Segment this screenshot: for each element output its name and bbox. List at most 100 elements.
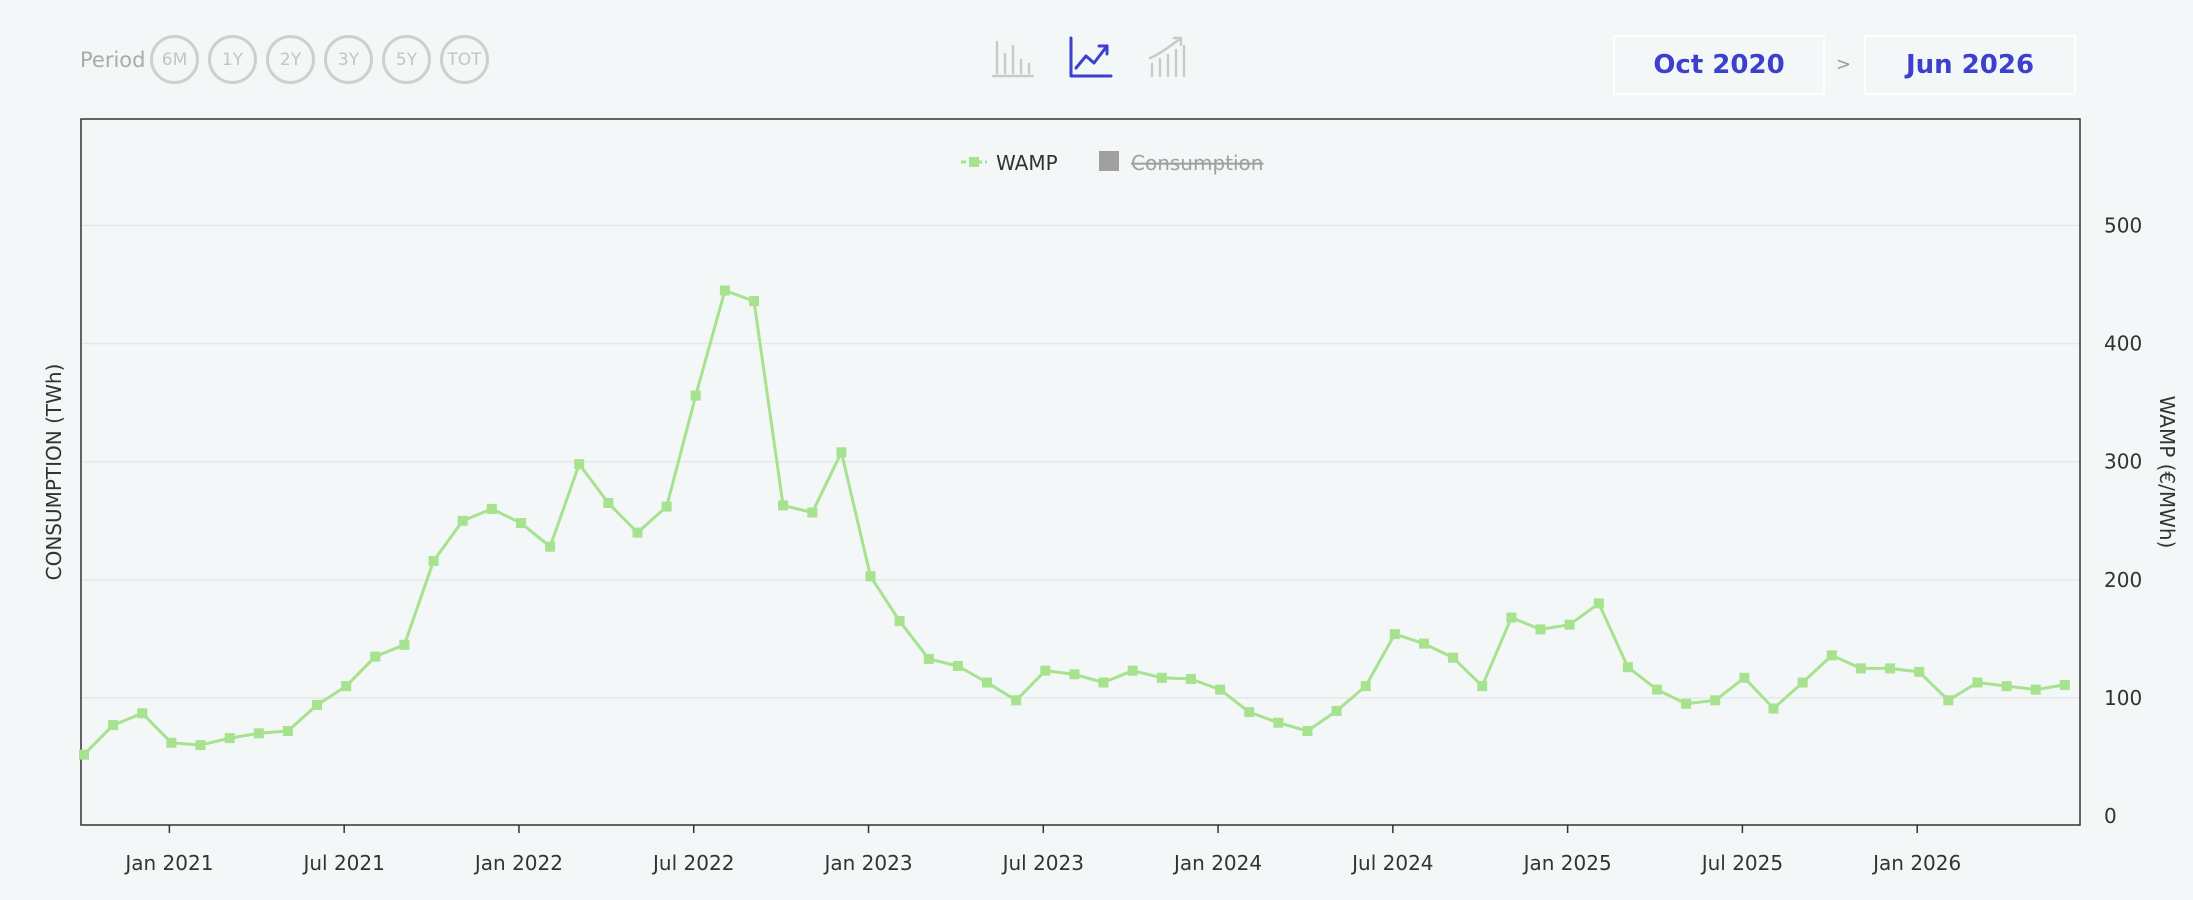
data-point[interactable] bbox=[1185, 674, 1196, 684]
trend-chart-button[interactable] bbox=[1144, 34, 1190, 80]
y-tick-label: 300 bbox=[2104, 450, 2142, 474]
data-point[interactable] bbox=[2001, 681, 2012, 692]
data-point[interactable] bbox=[224, 733, 235, 744]
data-point[interactable] bbox=[108, 720, 119, 731]
data-point[interactable] bbox=[982, 677, 992, 688]
data-point[interactable] bbox=[778, 500, 789, 511]
y-tick-label: 500 bbox=[2104, 214, 2142, 238]
data-point[interactable] bbox=[894, 616, 905, 627]
x-tick-label: Jan 2023 bbox=[822, 851, 912, 875]
trend-chart-icon bbox=[1148, 36, 1186, 78]
y-tick-label: 400 bbox=[2104, 332, 2142, 356]
data-point[interactable] bbox=[166, 737, 177, 748]
data-point[interactable] bbox=[632, 527, 643, 538]
date-range-separator: > bbox=[1836, 54, 1852, 75]
data-point[interactable] bbox=[1419, 638, 1429, 649]
data-point[interactable] bbox=[370, 651, 381, 662]
data-point[interactable] bbox=[2059, 679, 2070, 690]
data-point[interactable] bbox=[282, 726, 293, 736]
data-point[interactable] bbox=[1389, 629, 1400, 640]
y-tick-label: 0 bbox=[2104, 804, 2117, 828]
data-point[interactable] bbox=[1215, 684, 1226, 695]
period-tot-button[interactable]: TOT bbox=[440, 35, 489, 84]
data-point[interactable] bbox=[1972, 677, 1983, 688]
data-point[interactable] bbox=[2030, 684, 2041, 695]
data-point[interactable] bbox=[1477, 681, 1488, 692]
x-axis-ticks: Jan 2021 Jul 2021 Jan 2022 Jul 2022 Jan 2023… bbox=[123, 825, 1961, 875]
bar-chart-icon bbox=[991, 40, 1035, 78]
date-from-picker[interactable]: Oct 2020 bbox=[1613, 35, 1825, 95]
period-6m-button[interactable]: 6M bbox=[150, 35, 199, 84]
data-point[interactable] bbox=[1885, 663, 1896, 674]
data-point[interactable] bbox=[661, 501, 672, 512]
x-tick-label: Jan 2025 bbox=[1522, 851, 1612, 875]
legend-item-wamp[interactable]: WAMP bbox=[961, 151, 1058, 175]
data-point[interactable] bbox=[1593, 598, 1604, 609]
x-tick-label: Jul 2024 bbox=[1350, 851, 1433, 875]
line-chart-button[interactable] bbox=[1067, 34, 1113, 80]
data-point[interactable] bbox=[1011, 695, 1022, 706]
period-3y-button[interactable]: 3Y bbox=[324, 35, 373, 84]
date-to-picker[interactable]: Jun 2026 bbox=[1864, 35, 2076, 95]
data-point[interactable] bbox=[1681, 698, 1692, 709]
data-point[interactable] bbox=[457, 515, 468, 526]
data-point[interactable] bbox=[1506, 612, 1517, 623]
grid-lines bbox=[81, 224, 2080, 699]
data-point[interactable] bbox=[1069, 669, 1080, 680]
data-point[interactable] bbox=[836, 447, 847, 458]
data-point[interactable] bbox=[312, 700, 322, 710]
data-point[interactable] bbox=[1739, 672, 1750, 683]
data-point[interactable] bbox=[1914, 666, 1925, 677]
data-point[interactable] bbox=[428, 555, 439, 566]
data-point[interactable] bbox=[1768, 703, 1779, 714]
data-point[interactable] bbox=[1710, 695, 1721, 706]
data-point[interactable] bbox=[1360, 681, 1371, 692]
data-point[interactable] bbox=[1331, 705, 1342, 716]
data-point[interactable] bbox=[1098, 677, 1109, 688]
legend-wamp-marker-icon bbox=[969, 157, 979, 167]
data-point[interactable] bbox=[807, 507, 818, 518]
bar-chart-button[interactable] bbox=[989, 34, 1035, 80]
data-point[interactable] bbox=[749, 296, 759, 307]
data-point[interactable] bbox=[486, 503, 497, 514]
data-point[interactable] bbox=[253, 728, 264, 739]
data-point[interactable] bbox=[1273, 717, 1284, 728]
data-point[interactable] bbox=[1156, 672, 1167, 683]
data-point[interactable] bbox=[1535, 624, 1546, 635]
legend-item-consumption[interactable]: Consumption bbox=[1099, 151, 1263, 175]
x-tick-label: Jan 2021 bbox=[123, 851, 213, 875]
data-point[interactable] bbox=[719, 285, 730, 296]
data-point[interactable] bbox=[1127, 665, 1138, 676]
data-point[interactable] bbox=[1826, 650, 1837, 661]
y-tick-label: 100 bbox=[2104, 686, 2142, 710]
data-point[interactable] bbox=[137, 708, 148, 719]
x-tick-label: Jul 2021 bbox=[301, 851, 384, 875]
data-point[interactable] bbox=[1302, 726, 1313, 736]
data-point[interactable] bbox=[603, 498, 614, 508]
data-point[interactable] bbox=[516, 518, 526, 529]
data-point[interactable] bbox=[1564, 619, 1575, 630]
data-point[interactable] bbox=[690, 390, 701, 401]
data-point[interactable] bbox=[1652, 684, 1662, 695]
line-chart-icon bbox=[1069, 36, 1113, 78]
period-2y-button[interactable]: 2Y bbox=[266, 35, 315, 84]
data-point[interactable] bbox=[1040, 665, 1051, 676]
data-point[interactable] bbox=[195, 740, 206, 751]
data-point[interactable] bbox=[865, 571, 876, 582]
data-point[interactable] bbox=[1448, 652, 1459, 663]
data-point[interactable] bbox=[341, 681, 352, 692]
data-point[interactable] bbox=[952, 661, 963, 671]
data-point[interactable] bbox=[79, 749, 89, 760]
data-point[interactable] bbox=[1855, 663, 1866, 674]
period-1y-button[interactable]: 1Y bbox=[208, 35, 257, 84]
data-point[interactable] bbox=[1244, 707, 1255, 718]
period-5y-button[interactable]: 5Y bbox=[382, 35, 431, 84]
data-point[interactable] bbox=[1622, 662, 1633, 673]
data-point[interactable] bbox=[399, 639, 410, 650]
data-point[interactable] bbox=[923, 653, 934, 664]
y-axis-right-ticks: 0 100 200 300 400 500 bbox=[2104, 214, 2142, 829]
data-point[interactable] bbox=[1943, 695, 1954, 706]
data-point[interactable] bbox=[574, 459, 585, 470]
data-point[interactable] bbox=[545, 541, 556, 552]
data-point[interactable] bbox=[1797, 677, 1808, 688]
